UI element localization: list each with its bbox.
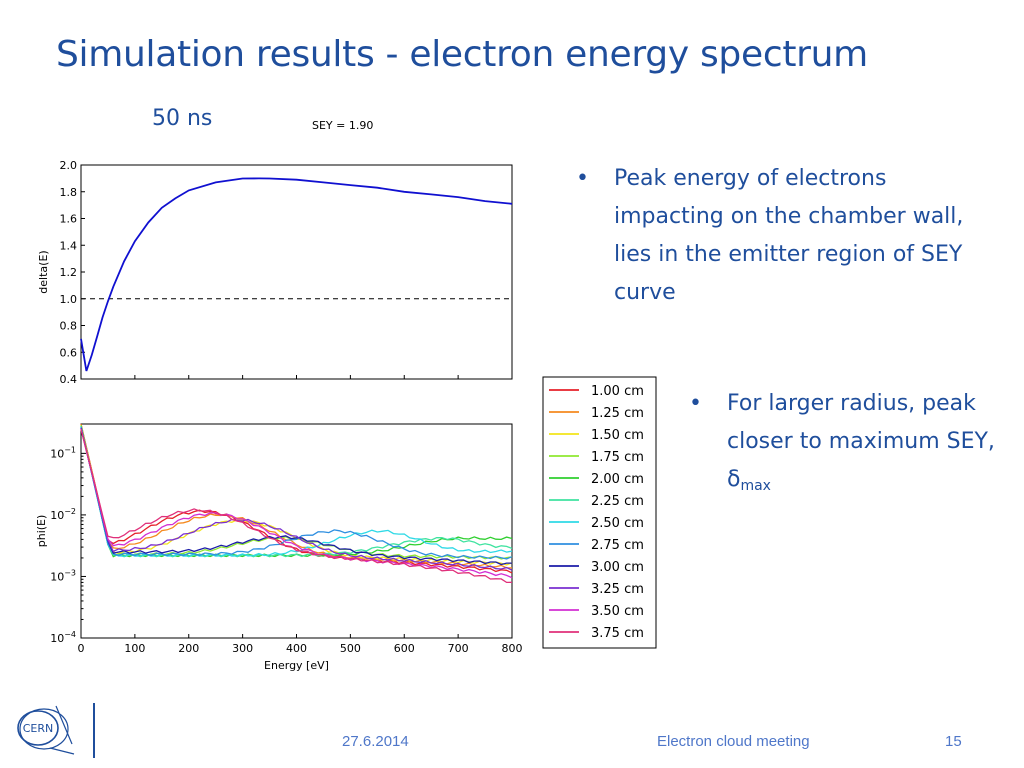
- y-tick-label: 10−1: [50, 445, 76, 460]
- phi-series-line: [80, 425, 513, 558]
- legend-label: 3.25 cm: [591, 582, 644, 597]
- phi-series-line: [80, 426, 513, 558]
- y-tick-label: 2.0: [60, 159, 78, 172]
- bullet-point-2: • For larger radius, peak closer to maxi…: [689, 385, 997, 505]
- delta-max-subscript: max: [740, 478, 771, 494]
- sey-curve-line: [80, 177, 513, 372]
- cern-logo: CERN: [10, 698, 82, 767]
- phi-series-line: [80, 423, 513, 574]
- legend-label: 3.50 cm: [591, 604, 644, 619]
- slide-title: Simulation results - electron energy spe…: [56, 34, 868, 75]
- phi-series-line: [80, 426, 513, 557]
- legend-label: 2.00 cm: [591, 472, 644, 487]
- legend-label: 1.00 cm: [591, 384, 644, 399]
- y-tick-label: 0.4: [60, 373, 78, 386]
- y-tick-label: 1.6: [60, 213, 78, 226]
- y-tick-label: 1.4: [60, 239, 78, 252]
- x-tick-label: 100: [124, 642, 145, 655]
- time-label: 50 ns: [152, 106, 213, 131]
- legend-label: 1.75 cm: [591, 450, 644, 465]
- cern-logo-text: CERN: [23, 722, 54, 735]
- top-chart-title: SEY = 1.90: [312, 119, 373, 132]
- x-tick-label: 500: [340, 642, 361, 655]
- bottom-plot-frame: [80, 423, 513, 639]
- footer-date: 27.6.2014: [342, 733, 409, 750]
- footer-meeting: Electron cloud meeting: [657, 733, 810, 750]
- y-tick-label: 1.2: [60, 266, 78, 279]
- bullet-text-2: For larger radius, peak closer to maximu…: [727, 391, 995, 492]
- legend-box: [542, 376, 657, 649]
- x-tick-label: 400: [286, 642, 307, 655]
- page-number: 15: [945, 733, 962, 750]
- legend-label: 2.25 cm: [591, 494, 644, 509]
- y-tick-label: 10−4: [50, 630, 76, 645]
- bullet-marker: •: [576, 166, 589, 191]
- legend-label: 3.00 cm: [591, 560, 644, 575]
- x-tick-label: 700: [448, 642, 469, 655]
- x-tick-label: 800: [502, 642, 523, 655]
- y-tick-label: 1.8: [60, 186, 78, 199]
- y-axis-label: delta(E): [37, 250, 50, 293]
- y-tick-label: 10−3: [50, 568, 76, 583]
- phi-series-line: [80, 427, 513, 560]
- x-tick-label: 600: [394, 642, 415, 655]
- x-tick-label: 0: [78, 642, 85, 655]
- bullet-point-1: • Peak energy of electrons impacting on …: [576, 160, 974, 312]
- legend-label: 3.75 cm: [591, 626, 644, 641]
- x-tick-label: 300: [232, 642, 253, 655]
- legend-label: 1.50 cm: [591, 428, 644, 443]
- bullet-marker: •: [689, 391, 702, 416]
- x-axis-label: Energy [eV]: [264, 659, 329, 672]
- y-tick-label: 10−2: [50, 507, 76, 522]
- top-plot-frame: [80, 164, 513, 380]
- x-tick-label: 200: [178, 642, 199, 655]
- phi-series-line: [80, 428, 513, 579]
- phi-series-line: [80, 424, 513, 566]
- phi-series-line: [80, 427, 512, 566]
- legend-label: 1.25 cm: [591, 406, 644, 421]
- footer-divider: [93, 703, 95, 758]
- phi-series-line: [80, 429, 513, 584]
- y-tick-label: 0.8: [60, 320, 78, 333]
- bullet-text-1: Peak energy of electrons impacting on th…: [614, 166, 964, 305]
- y-axis-label: phi(E): [35, 515, 48, 548]
- energy-spectrum-figure: SEY = 1.90 0.4 0.6 0.8 1.0 1.2 1.4 1.6 1.8 2.0 del…: [35, 119, 657, 672]
- y-tick-label: 0.6: [60, 346, 78, 359]
- legend-label: 2.75 cm: [591, 538, 644, 553]
- phi-series-line: [80, 428, 513, 571]
- legend-label: 2.50 cm: [591, 516, 644, 531]
- y-tick-label: 1.0: [60, 293, 78, 306]
- phi-series-line: [80, 424, 512, 569]
